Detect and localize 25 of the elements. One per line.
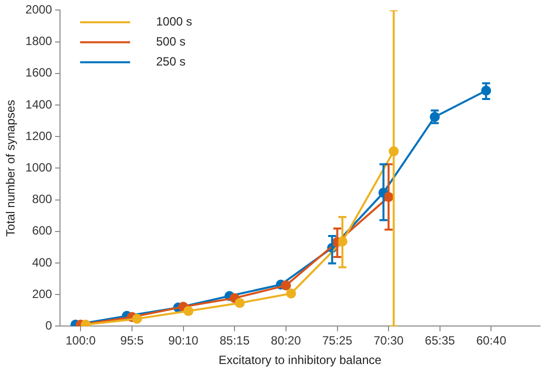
x-tick-label: 75:25 xyxy=(322,334,353,348)
x-tick-label: 85:15 xyxy=(220,334,250,348)
x-axis-title: Excitatory to inhibitory balance xyxy=(218,353,382,368)
x-tick-label: 65:35 xyxy=(424,334,456,348)
y-tick-label: 1200 xyxy=(25,128,52,143)
y-tick-label: 800 xyxy=(32,192,52,206)
legend-label: 500 s xyxy=(156,34,186,49)
y-tick-label: 400 xyxy=(32,255,52,270)
x-tick-label: 70:30 xyxy=(374,334,404,348)
x-tick-label: 95:5 xyxy=(120,334,144,348)
x-tick-label: 80:20 xyxy=(270,334,302,348)
x-tick-label: 90:10 xyxy=(168,334,199,348)
legend-label: 1000 s xyxy=(156,14,192,29)
y-tick-label: 1800 xyxy=(25,34,52,48)
y-tick-label: 2000 xyxy=(25,2,52,17)
x-tick-label: 60:40 xyxy=(476,334,507,348)
y-axis-title: Total number of synapses xyxy=(4,100,18,237)
y-tick-label: 0 xyxy=(45,318,52,333)
y-tick-label: 1000 xyxy=(25,160,52,175)
legend-label: 250 s xyxy=(156,54,186,69)
y-tick-label: 1600 xyxy=(25,66,52,80)
y-tick-label: 600 xyxy=(32,224,52,238)
y-tick-label: 200 xyxy=(32,286,52,301)
x-tick-label: 100:0 xyxy=(66,334,96,348)
y-tick-label: 1400 xyxy=(25,97,52,112)
